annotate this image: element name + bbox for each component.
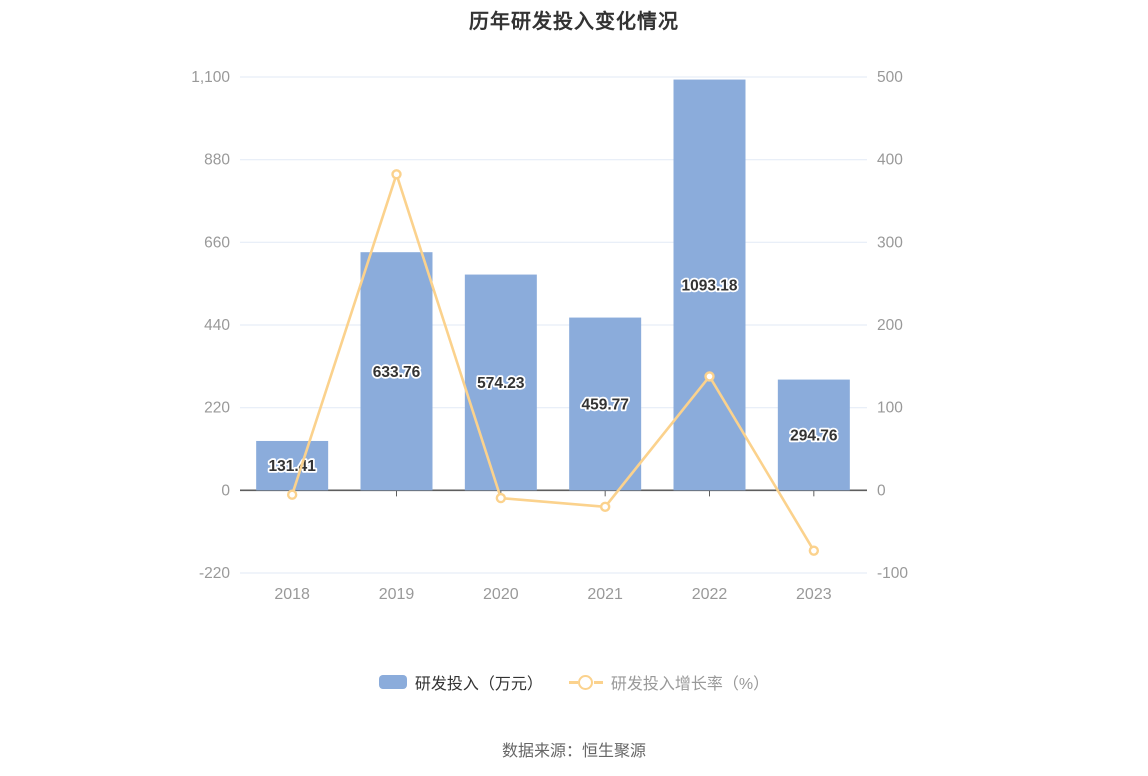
x-axis-label-2019: 2019 [379,586,415,603]
line-point-2020[interactable] [495,492,507,504]
chart-legend: 研发投入（万元） 研发投入增长率（%） [0,670,1148,694]
line-point-2018[interactable] [286,489,298,500]
data-source-caption: 数据来源：恒生聚源 [501,743,646,760]
bar-label-2021: 459.77 [581,396,628,413]
bar-2020[interactable] [464,274,537,491]
bar-label-2023: 294.76 [790,427,838,444]
left-axis-label: 0 [221,482,230,499]
line-point-2019[interactable] [391,169,402,180]
line-series-marker-icon [568,675,603,690]
bar-label-2019: 633.76 [373,364,421,381]
left-axis-label: 660 [204,234,230,251]
right-axis-label: 100 [877,400,903,417]
line-point-2022[interactable] [704,371,715,382]
legend-label: 研发投入增长率（%） [610,676,770,693]
right-axis-label: 0 [877,482,886,499]
legend-item-rd-investment[interactable]: 研发投入（万元） [378,670,543,694]
right-axis-label: 200 [877,317,903,334]
left-axis-label: 440 [204,317,230,334]
legend-label: 研发投入（万元） [414,676,543,693]
legend-item-growth-rate[interactable]: 研发投入增长率（%） [568,670,770,694]
bar-label-2022: 1093.18 [681,277,737,294]
growth-rate-line [290,172,815,552]
right-axis-label: 300 [877,234,903,251]
x-axis-label-2022: 2022 [692,586,728,603]
right-axis-label: 400 [877,152,903,169]
bar-label-2020: 574.23 [477,375,525,392]
bar-label-2018: 131.41 [268,458,316,475]
line-point-2021[interactable] [599,501,611,512]
x-axis-label-2021: 2021 [587,586,623,603]
bar-2022[interactable] [673,79,746,491]
right-axis-label: -100 [877,565,908,582]
bar-2023[interactable] [777,379,850,491]
line-point-2023[interactable] [808,545,820,556]
x-axis-label-2020: 2020 [483,586,519,603]
combo-chart-plot: 131.41 633.76 574.23 459.77 1093.18 294.76 -22… [191,69,908,603]
bar-2021[interactable] [569,317,642,491]
x-axis-label-2023: 2023 [796,586,832,603]
left-axis-label: -220 [199,565,230,582]
right-axis-label: 500 [877,69,903,86]
bar-2018[interactable] [256,440,329,491]
left-axis-label: 220 [204,400,230,417]
bar-2019[interactable] [360,252,433,491]
left-axis-label: 880 [204,152,230,169]
bar-series-swatch-icon [378,675,407,689]
x-axis-label-2018: 2018 [274,586,310,603]
chart-title: 历年研发投入变化情况 [469,11,679,33]
left-axis-label: 1,100 [191,69,230,86]
